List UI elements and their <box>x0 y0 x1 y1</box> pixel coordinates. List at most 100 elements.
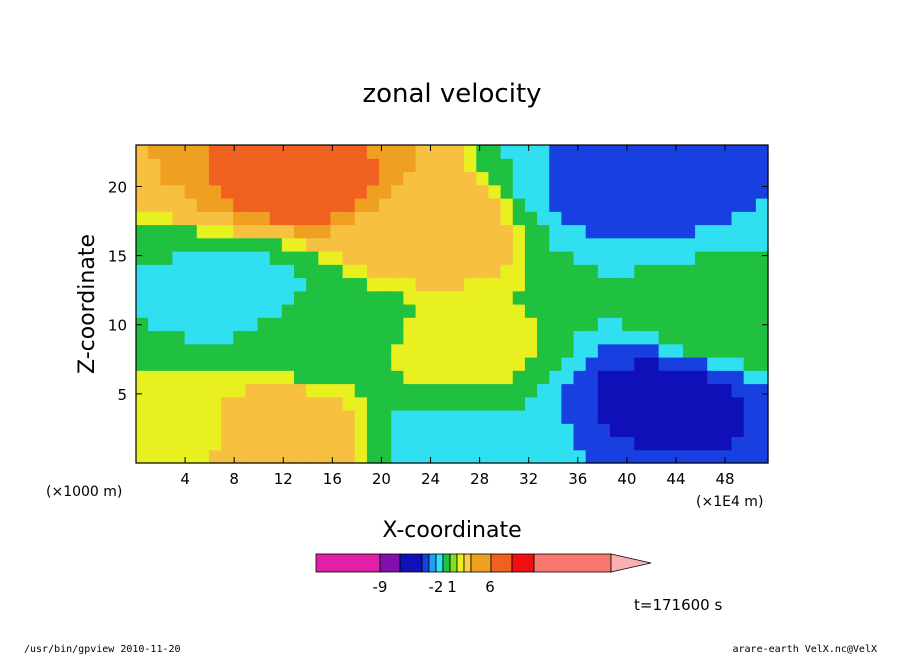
field-cell <box>269 184 283 199</box>
field-cell <box>537 410 550 424</box>
x-tick-label: 16 <box>323 470 342 488</box>
field-cell <box>281 145 295 159</box>
field-cell <box>415 277 429 292</box>
field-cell <box>707 423 720 438</box>
field-cell <box>354 211 368 226</box>
field-cell <box>597 304 611 318</box>
field-cell <box>500 184 514 199</box>
field-cell <box>488 264 502 279</box>
field-cell <box>670 436 684 451</box>
field-cell <box>208 277 222 292</box>
field-cell <box>670 198 684 212</box>
field-cell <box>464 304 477 318</box>
field-cell <box>597 436 611 451</box>
field-cell <box>452 184 465 199</box>
field-cell <box>342 290 356 305</box>
field-cell <box>646 423 660 438</box>
field-cell <box>208 145 222 159</box>
field-cell <box>719 224 733 239</box>
field-cell <box>354 237 368 252</box>
field-cell <box>682 423 696 438</box>
field-cell <box>366 251 380 265</box>
field-cell <box>646 277 660 292</box>
field-cell <box>172 330 186 345</box>
field-cell <box>196 304 210 318</box>
field-cell <box>403 383 417 398</box>
field-cell <box>403 370 417 385</box>
field-cell <box>755 237 769 252</box>
field-cell <box>379 277 392 292</box>
field-cell <box>136 277 149 292</box>
field-cell <box>500 317 514 332</box>
field-cell <box>184 396 198 411</box>
field-cell <box>233 264 246 279</box>
field-cell <box>549 343 562 358</box>
field-cell <box>537 343 550 358</box>
field-cell <box>148 171 161 186</box>
field-cell <box>342 357 356 371</box>
field-cell <box>695 290 708 305</box>
field-cell <box>707 158 720 173</box>
field-cell <box>561 211 575 226</box>
field-cell <box>184 423 198 438</box>
field-cell <box>427 423 441 438</box>
field-cell <box>573 410 587 424</box>
field-cell <box>366 277 380 292</box>
field-cell <box>269 304 283 318</box>
y-unit-label: (×1000 m) <box>46 484 122 500</box>
field-cell <box>403 290 417 305</box>
field-cell <box>731 396 745 411</box>
field-cell <box>403 317 417 332</box>
field-cell <box>585 198 599 212</box>
field-cell <box>294 158 307 173</box>
field-cell <box>719 383 733 398</box>
field-cell <box>537 396 550 411</box>
field-cell <box>476 304 490 318</box>
field-cell <box>658 264 672 279</box>
field-cell <box>476 251 490 265</box>
field-cell <box>464 370 477 385</box>
field-cell <box>658 317 672 332</box>
x-tick-label: 44 <box>666 470 685 488</box>
field-cell <box>148 237 161 252</box>
field-cell <box>342 171 356 186</box>
field-cell <box>488 184 502 199</box>
field-cell <box>452 330 465 345</box>
field-cell <box>670 277 684 292</box>
field-cell <box>306 449 319 464</box>
field-cell <box>561 251 575 265</box>
field-cell <box>330 211 344 226</box>
field-cell <box>573 304 587 318</box>
field-cell <box>403 330 417 345</box>
field-cell <box>136 237 149 252</box>
field-cell <box>160 277 174 292</box>
field-cell <box>488 317 502 332</box>
field-cell <box>573 277 587 292</box>
field-cell <box>597 158 611 173</box>
field-cell <box>391 370 404 385</box>
field-cell <box>427 237 441 252</box>
field-cell <box>488 357 502 371</box>
field-cell <box>646 224 660 239</box>
field-cell <box>415 357 429 371</box>
field-cell <box>622 251 635 265</box>
field-cell <box>561 145 575 159</box>
field-cell <box>427 211 441 226</box>
field-cell <box>452 317 465 332</box>
field-cell <box>379 237 392 252</box>
field-cell <box>281 251 295 265</box>
field-cell <box>294 277 307 292</box>
field-cell <box>245 158 259 173</box>
field-cell <box>524 383 538 398</box>
field-cell <box>439 237 453 252</box>
field-cell <box>512 171 526 186</box>
field-cell <box>719 343 733 358</box>
field-cell <box>439 383 453 398</box>
field-cell <box>330 317 344 332</box>
field-cell <box>354 290 368 305</box>
field-cell <box>233 436 246 451</box>
field-cell <box>658 436 672 451</box>
field-cell <box>196 251 210 265</box>
field-cell <box>755 343 769 358</box>
field-cell <box>269 198 283 212</box>
